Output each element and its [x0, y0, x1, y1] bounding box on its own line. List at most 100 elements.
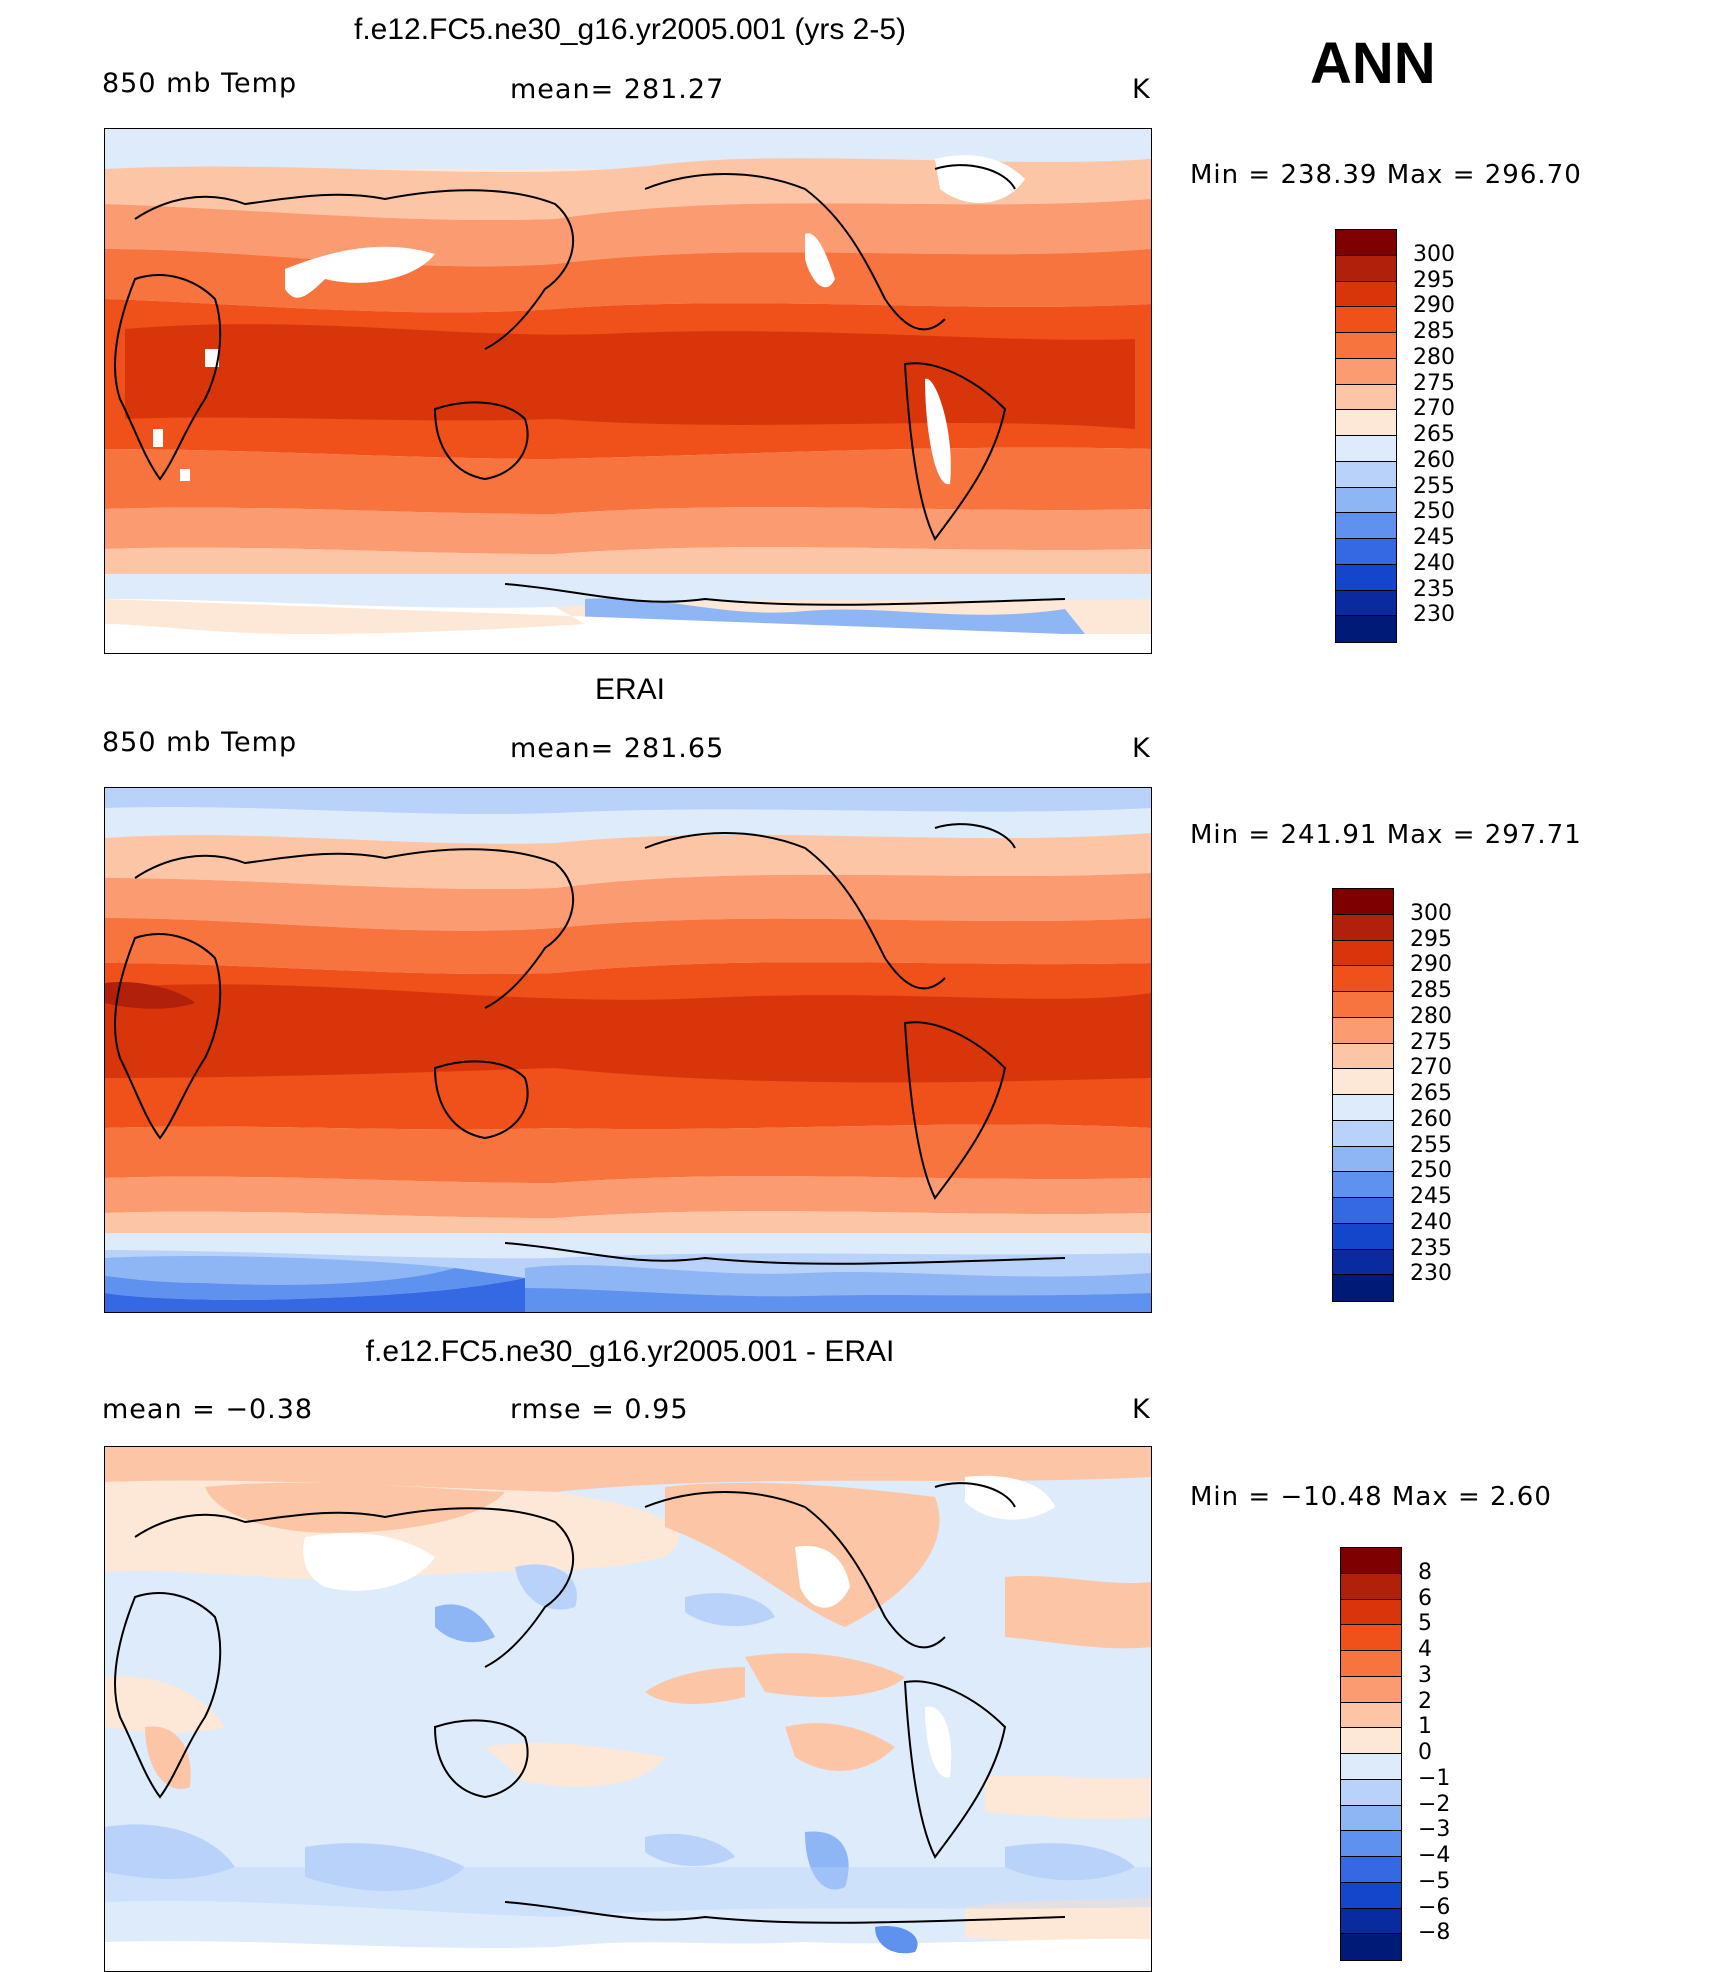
colorbar-tick-label: 240	[1413, 550, 1455, 576]
colorbar-swatch	[1341, 1599, 1401, 1626]
colorbar-swatch	[1341, 1702, 1401, 1729]
panel2-map	[104, 787, 1152, 1313]
colorbar-tick-label: 235	[1410, 1235, 1452, 1261]
colorbar-swatch	[1333, 1120, 1393, 1147]
colorbar-swatch	[1341, 1651, 1401, 1677]
colorbar-tick-label: 285	[1413, 319, 1455, 344]
colorbar-swatch	[1333, 1069, 1393, 1095]
colorbar-swatch	[1336, 564, 1396, 591]
colorbar-swatch	[1336, 384, 1396, 411]
colorbar-tick-label: 295	[1410, 926, 1452, 952]
colorbar-tick-label: 270	[1413, 396, 1455, 422]
colorbar-tick-label: 275	[1413, 370, 1455, 396]
colorbar-swatch	[1333, 1017, 1393, 1044]
colorbar-swatch	[1336, 255, 1396, 282]
colorbar-swatch	[1333, 1249, 1393, 1276]
colorbar-tick-label: 270	[1410, 1055, 1452, 1081]
colorbar-tick-label: 260	[1410, 1106, 1452, 1132]
colorbar-tick-label: 260	[1413, 447, 1455, 473]
colorbar-tick-label: 245	[1413, 525, 1455, 550]
colorbar-tick-label: −2	[1418, 1791, 1451, 1817]
colorbar-tick-label: −3	[1418, 1817, 1451, 1843]
panel3-map	[104, 1446, 1152, 1972]
colorbar-tick-label: 3	[1418, 1662, 1432, 1688]
colorbar-swatch	[1341, 1625, 1401, 1651]
colorbar-swatch	[1341, 1805, 1401, 1832]
panel1-title: f.e12.FC5.ne30_g16.yr2005.001 (yrs 2-5)	[354, 13, 906, 46]
colorbar-tick-label: 235	[1413, 576, 1455, 602]
colorbar-tick-label: 2	[1418, 1688, 1432, 1714]
panel3-colorbar	[1340, 1547, 1402, 1961]
colorbar-swatch	[1333, 914, 1393, 941]
colorbar-tick-label: −4	[1418, 1843, 1451, 1868]
colorbar-tick-label: 4	[1418, 1637, 1432, 1662]
colorbar-tick-label: 6	[1418, 1585, 1432, 1611]
colorbar-swatch	[1336, 307, 1396, 333]
panel3-title: f.e12.FC5.ne30_g16.yr2005.001 - ERAI	[365, 1335, 895, 1368]
panel2-title: ERAI	[594, 673, 666, 706]
colorbar-tick-label: −5	[1418, 1868, 1451, 1894]
colorbar-tick-label: 8	[1418, 1559, 1432, 1585]
colorbar-tick-label: 245	[1410, 1184, 1452, 1209]
panel1-colorbar	[1335, 229, 1397, 643]
panel3-min-max: Min = −10.48 Max = 2.60	[1190, 1482, 1552, 1512]
panel3-mean-label: mean = −0.38	[102, 1394, 314, 1425]
colorbar-swatch	[1333, 1275, 1393, 1301]
colorbar-swatch	[1341, 1882, 1401, 1909]
colorbar-swatch	[1333, 1198, 1393, 1224]
colorbar-tick-label: −6	[1418, 1894, 1451, 1920]
colorbar-tick-label: 265	[1410, 1081, 1452, 1106]
colorbar-swatch	[1333, 1095, 1393, 1121]
colorbar-tick-label: 290	[1410, 952, 1452, 978]
colorbar-swatch	[1336, 230, 1396, 256]
colorbar-swatch	[1336, 436, 1396, 462]
colorbar-tick-label: 300	[1413, 241, 1455, 267]
panel2-min-max: Min = 241.91 Max = 297.71	[1190, 820, 1582, 850]
colorbar-tick-label: 285	[1410, 978, 1452, 1003]
colorbar-swatch	[1341, 1857, 1401, 1883]
colorbar-swatch	[1336, 616, 1396, 642]
colorbar-swatch	[1341, 1934, 1401, 1960]
colorbar-tick-label: 290	[1413, 293, 1455, 319]
colorbar-swatch	[1336, 461, 1396, 488]
colorbar-swatch	[1333, 1172, 1393, 1198]
colorbar-swatch	[1341, 1831, 1401, 1857]
colorbar-tick-label: 5	[1418, 1611, 1432, 1637]
colorbar-swatch	[1336, 539, 1396, 565]
colorbar-tick-label: 255	[1410, 1132, 1452, 1158]
colorbar-tick-label: 255	[1413, 473, 1455, 499]
panel1-variable-label: 850 mb Temp	[102, 68, 298, 99]
colorbar-tick-label: −1	[1418, 1765, 1451, 1791]
season-label: ANN	[1310, 31, 1436, 96]
colorbar-swatch	[1341, 1676, 1401, 1703]
panel1-map	[104, 128, 1152, 654]
colorbar-swatch	[1341, 1548, 1401, 1574]
colorbar-swatch	[1333, 940, 1393, 967]
colorbar-swatch	[1336, 513, 1396, 539]
colorbar-swatch	[1341, 1573, 1401, 1600]
colorbar-tick-label: 300	[1410, 900, 1452, 926]
panel2-variable-label: 850 mb Temp	[102, 727, 298, 758]
panel2-units-label: K	[1132, 733, 1151, 764]
panel3-rmse-label: rmse = 0.95	[510, 1394, 689, 1425]
colorbar-swatch	[1333, 889, 1393, 915]
colorbar-tick-label: 1	[1418, 1714, 1432, 1740]
colorbar-swatch	[1341, 1728, 1401, 1754]
panel3-units-label: K	[1132, 1394, 1151, 1425]
colorbar-swatch	[1336, 333, 1396, 359]
colorbar-tick-label: 295	[1413, 267, 1455, 293]
panel1-mean-label: mean= 281.27	[510, 74, 725, 105]
colorbar-swatch	[1336, 281, 1396, 308]
colorbar-tick-label: 250	[1413, 499, 1455, 525]
colorbar-swatch	[1341, 1754, 1401, 1780]
colorbar-tick-label: 240	[1410, 1209, 1452, 1235]
colorbar-swatch	[1336, 410, 1396, 436]
colorbar-tick-label: 230	[1413, 602, 1455, 628]
colorbar-swatch	[1336, 590, 1396, 617]
colorbar-swatch	[1336, 358, 1396, 385]
panel1-min-max: Min = 238.39 Max = 296.70	[1190, 160, 1582, 190]
panel1-units-label: K	[1132, 74, 1151, 105]
colorbar-swatch	[1336, 487, 1396, 514]
panel2-colorbar	[1332, 888, 1394, 1302]
colorbar-tick-label: 280	[1413, 344, 1455, 370]
